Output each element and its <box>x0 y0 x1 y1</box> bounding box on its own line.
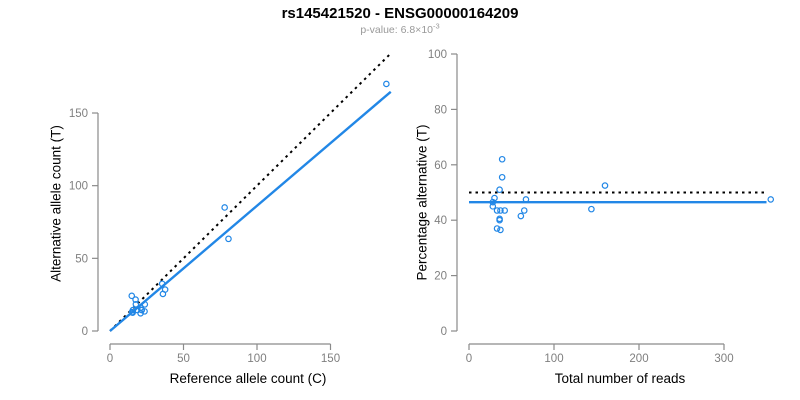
x-tick-label: 200 <box>629 353 648 365</box>
data-point <box>522 196 530 203</box>
x-tick-label: 100 <box>247 353 266 365</box>
y-tick-label: 20 <box>434 271 447 283</box>
identity-line <box>109 52 392 332</box>
right-plot-ylabel: Percentage alternative (T) <box>414 124 430 281</box>
y-tick-label: 0 <box>82 326 88 338</box>
fit-line <box>109 90 392 332</box>
data-point <box>493 207 501 214</box>
data-point <box>132 300 140 308</box>
x-tick-label: 100 <box>544 353 563 365</box>
right-plot-xlabel: Total number of reads <box>554 371 686 386</box>
data-point <box>383 80 390 88</box>
pvalue-exponent: -3 <box>433 21 440 31</box>
x-tick-label: 300 <box>714 353 733 365</box>
left-plot-ylabel: Alternative allele count (T) <box>48 125 64 282</box>
y-tick-label: 50 <box>75 253 88 265</box>
data-point <box>225 235 232 243</box>
data-point <box>141 308 148 315</box>
y-tick-label: 0 <box>441 326 447 338</box>
data-point <box>141 301 149 308</box>
data-point <box>497 226 504 234</box>
y-tick-label: 100 <box>428 49 447 61</box>
pvalue-text: p-value: 6.8×10 <box>360 24 433 36</box>
data-point <box>601 182 609 189</box>
y-tick-label: 100 <box>69 181 88 193</box>
y-tick-label: 150 <box>69 108 88 120</box>
data-point <box>588 205 595 213</box>
data-point <box>498 173 506 181</box>
data-point <box>496 186 503 194</box>
data-point <box>497 207 504 214</box>
data-point <box>501 207 509 214</box>
data-point <box>489 198 497 206</box>
data-point <box>221 204 228 211</box>
figure-subtitle: p-value: 6.8×10-3 <box>0 21 800 36</box>
x-tick-label: 0 <box>466 353 472 365</box>
data-point <box>520 207 528 214</box>
x-tick-label: 50 <box>177 353 190 365</box>
x-tick-label: 150 <box>321 353 340 365</box>
data-point <box>493 225 501 232</box>
data-point <box>767 196 775 203</box>
data-point <box>158 280 166 288</box>
data-point <box>132 296 139 303</box>
data-point <box>128 292 136 300</box>
y-tick-label: 80 <box>434 104 447 116</box>
x-tick-label: 0 <box>107 353 113 365</box>
data-point <box>498 155 506 163</box>
data-point <box>517 212 525 220</box>
data-point <box>496 216 503 224</box>
y-tick-label: 60 <box>434 160 447 172</box>
data-point <box>489 203 497 210</box>
data-point <box>159 290 167 298</box>
left-plot-xlabel: Reference allele count (C) <box>169 371 327 386</box>
y-tick-label: 40 <box>434 215 447 227</box>
figure-title: rs145421520 - ENSG00000164209 <box>281 5 519 22</box>
